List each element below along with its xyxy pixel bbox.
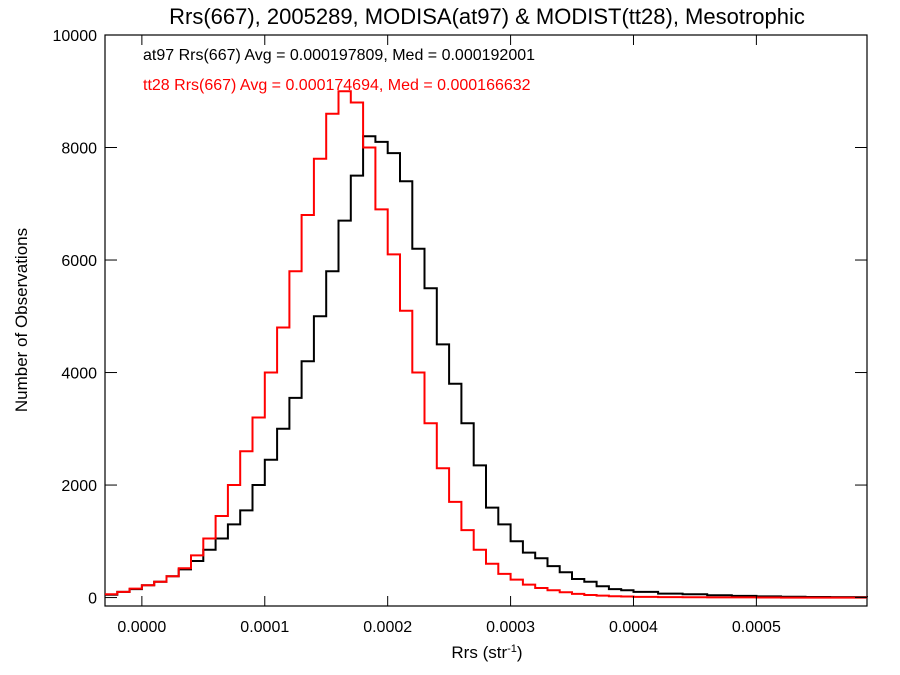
x-tick-label: 0.0001 [240,619,289,636]
y-tick-label: 8000 [61,141,97,158]
y-tick-label: 0 [88,591,97,608]
plot-frame [104,34,868,607]
x-tick-label: 0.0004 [609,619,658,636]
x-tick-label: 0.0005 [732,619,781,636]
y-axis-ticks: 0 2000 4000 6000 8000 10000 [53,28,867,608]
x-axis-label-superscript: -1 [507,643,517,655]
chart-title: Rrs(667), 2005289, MODISA(at97) & MODIST… [169,4,805,29]
series-layer [105,90,868,599]
annotation-tt28: tt28 Rrs(667) Avg = 0.000174694, Med = 0… [143,77,531,94]
y-axis-label: Number of Observations [12,228,31,412]
x-axis-label: Rrs (str-1) [451,643,522,662]
x-axis-ticks: 0.0000 0.0001 0.0002 0.0003 0.0004 0.0005 [117,35,781,636]
y-tick-label: 2000 [61,478,97,495]
y-tick-label: 4000 [61,366,97,383]
histogram-series-2 [105,90,867,599]
histogram-series-1 [105,135,868,599]
x-axis-label-text: Rrs (str [451,643,507,662]
annotation-at97: at97 Rrs(667) Avg = 0.000197809, Med = 0… [143,47,535,64]
x-tick-label: 0.0000 [117,619,166,636]
y-tick-label: 10000 [53,28,98,45]
y-tick-label: 6000 [61,253,97,270]
x-axis-label-close: ) [517,643,523,662]
x-tick-label: 0.0002 [363,619,412,636]
x-tick-label: 0.0003 [486,619,535,636]
